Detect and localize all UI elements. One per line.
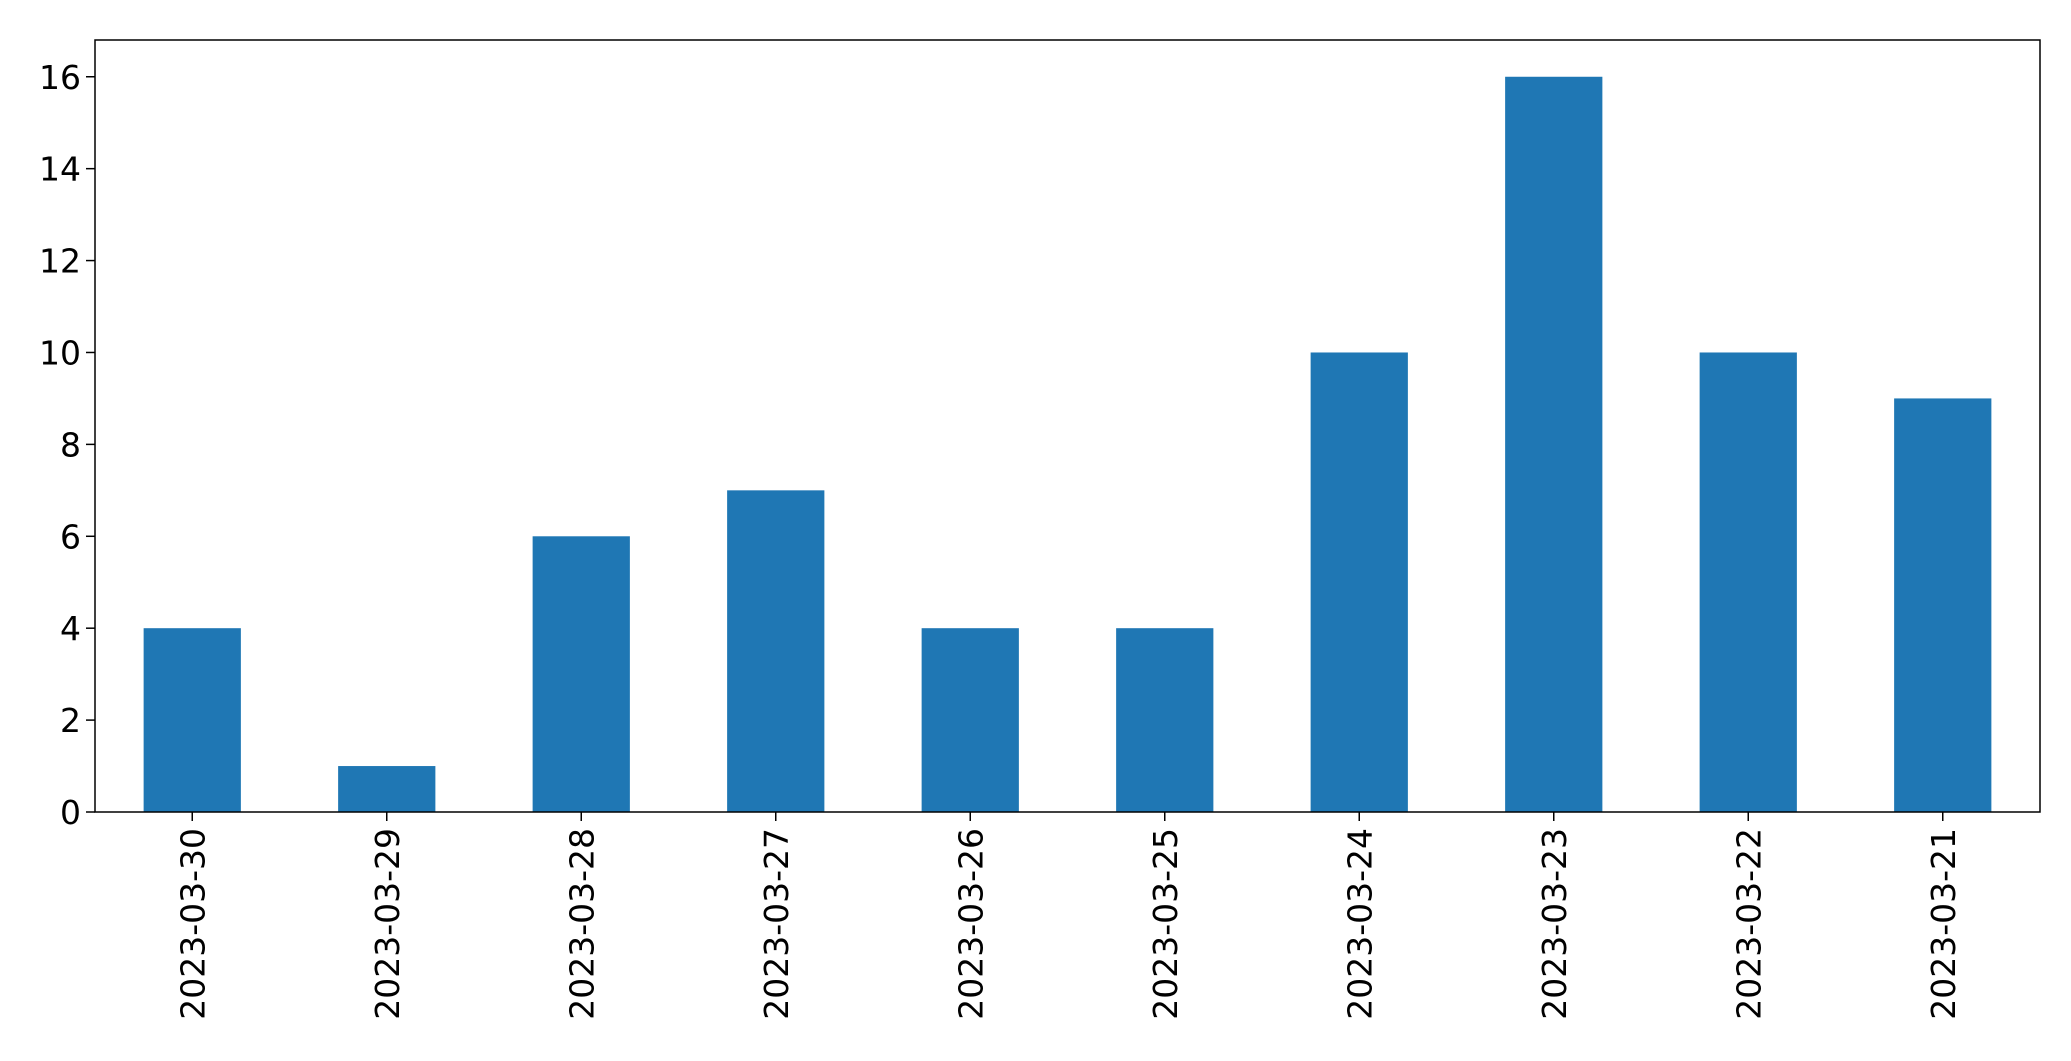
y-tick-label: 2 bbox=[60, 701, 81, 740]
x-tick-label: 2023-03-27 bbox=[757, 828, 796, 1020]
bar-2023-03-24 bbox=[1310, 352, 1408, 812]
bar-2023-03-21 bbox=[1894, 398, 1992, 812]
x-tick-label: 2023-03-29 bbox=[368, 828, 407, 1020]
bar-2023-03-26 bbox=[921, 628, 1019, 812]
bar-2023-03-22 bbox=[1699, 352, 1797, 812]
x-tick-label: 2023-03-30 bbox=[173, 828, 212, 1020]
y-tick-label: 16 bbox=[39, 58, 81, 97]
x-tick-label: 2023-03-24 bbox=[1340, 828, 1379, 1020]
y-axis-ticks: 0 2 4 6 8 10 12 14 16 bbox=[39, 58, 95, 832]
bar-2023-03-27 bbox=[727, 490, 825, 812]
y-tick-label: 0 bbox=[60, 793, 81, 832]
bar-2023-03-28 bbox=[532, 536, 630, 812]
y-tick-label: 4 bbox=[60, 609, 81, 648]
y-tick-label: 10 bbox=[39, 333, 81, 372]
bar-2023-03-23 bbox=[1505, 76, 1603, 812]
x-tick-label: 2023-03-22 bbox=[1729, 828, 1768, 1020]
x-tick-label: 2023-03-21 bbox=[1924, 828, 1963, 1020]
x-tick-label: 2023-03-28 bbox=[562, 828, 601, 1020]
y-tick-label: 6 bbox=[60, 517, 81, 556]
x-tick-label: 2023-03-25 bbox=[1146, 828, 1185, 1020]
bar-2023-03-29 bbox=[338, 766, 436, 812]
x-tick-label: 2023-03-23 bbox=[1535, 828, 1574, 1020]
y-tick-label: 14 bbox=[39, 150, 81, 189]
bar-2023-03-30 bbox=[143, 628, 241, 812]
x-tick-label: 2023-03-26 bbox=[951, 828, 990, 1020]
y-tick-label: 8 bbox=[60, 425, 81, 464]
bars bbox=[143, 76, 1992, 812]
plot-frame bbox=[94, 39, 2041, 813]
bar-2023-03-25 bbox=[1116, 628, 1214, 812]
x-axis-ticks: 2023-03-30 2023-03-29 2023-03-28 2023-03-27… bbox=[173, 812, 1963, 1020]
y-tick-label: 12 bbox=[39, 242, 81, 281]
